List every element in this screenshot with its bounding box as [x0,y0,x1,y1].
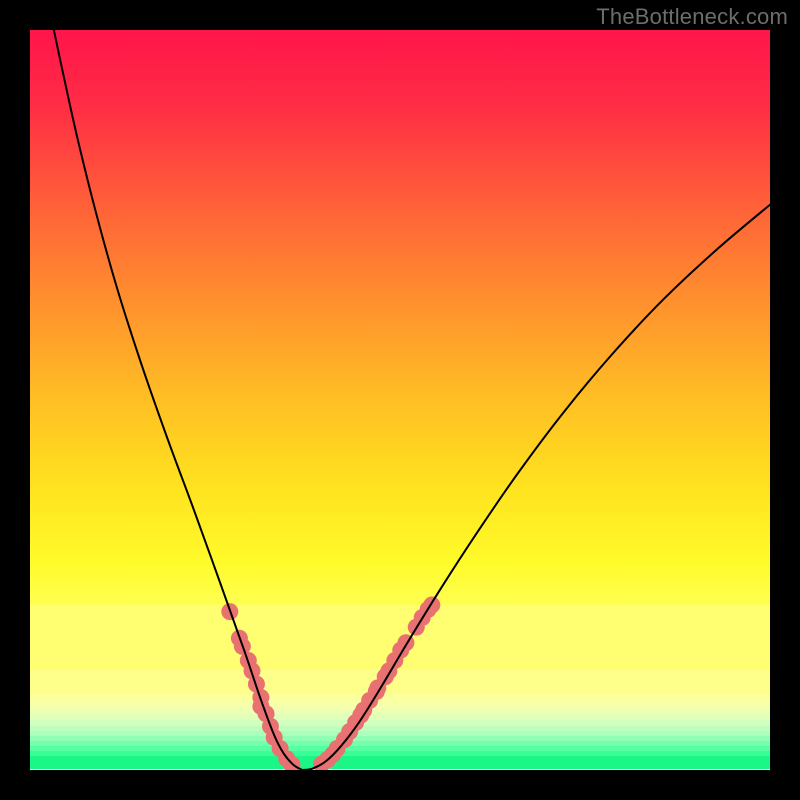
plot-area [30,30,770,770]
watermark-text: TheBottleneck.com [596,4,788,30]
curve-layer-svg [30,30,770,770]
chart-frame: TheBottleneck.com [0,0,800,800]
curve-left [51,30,303,770]
